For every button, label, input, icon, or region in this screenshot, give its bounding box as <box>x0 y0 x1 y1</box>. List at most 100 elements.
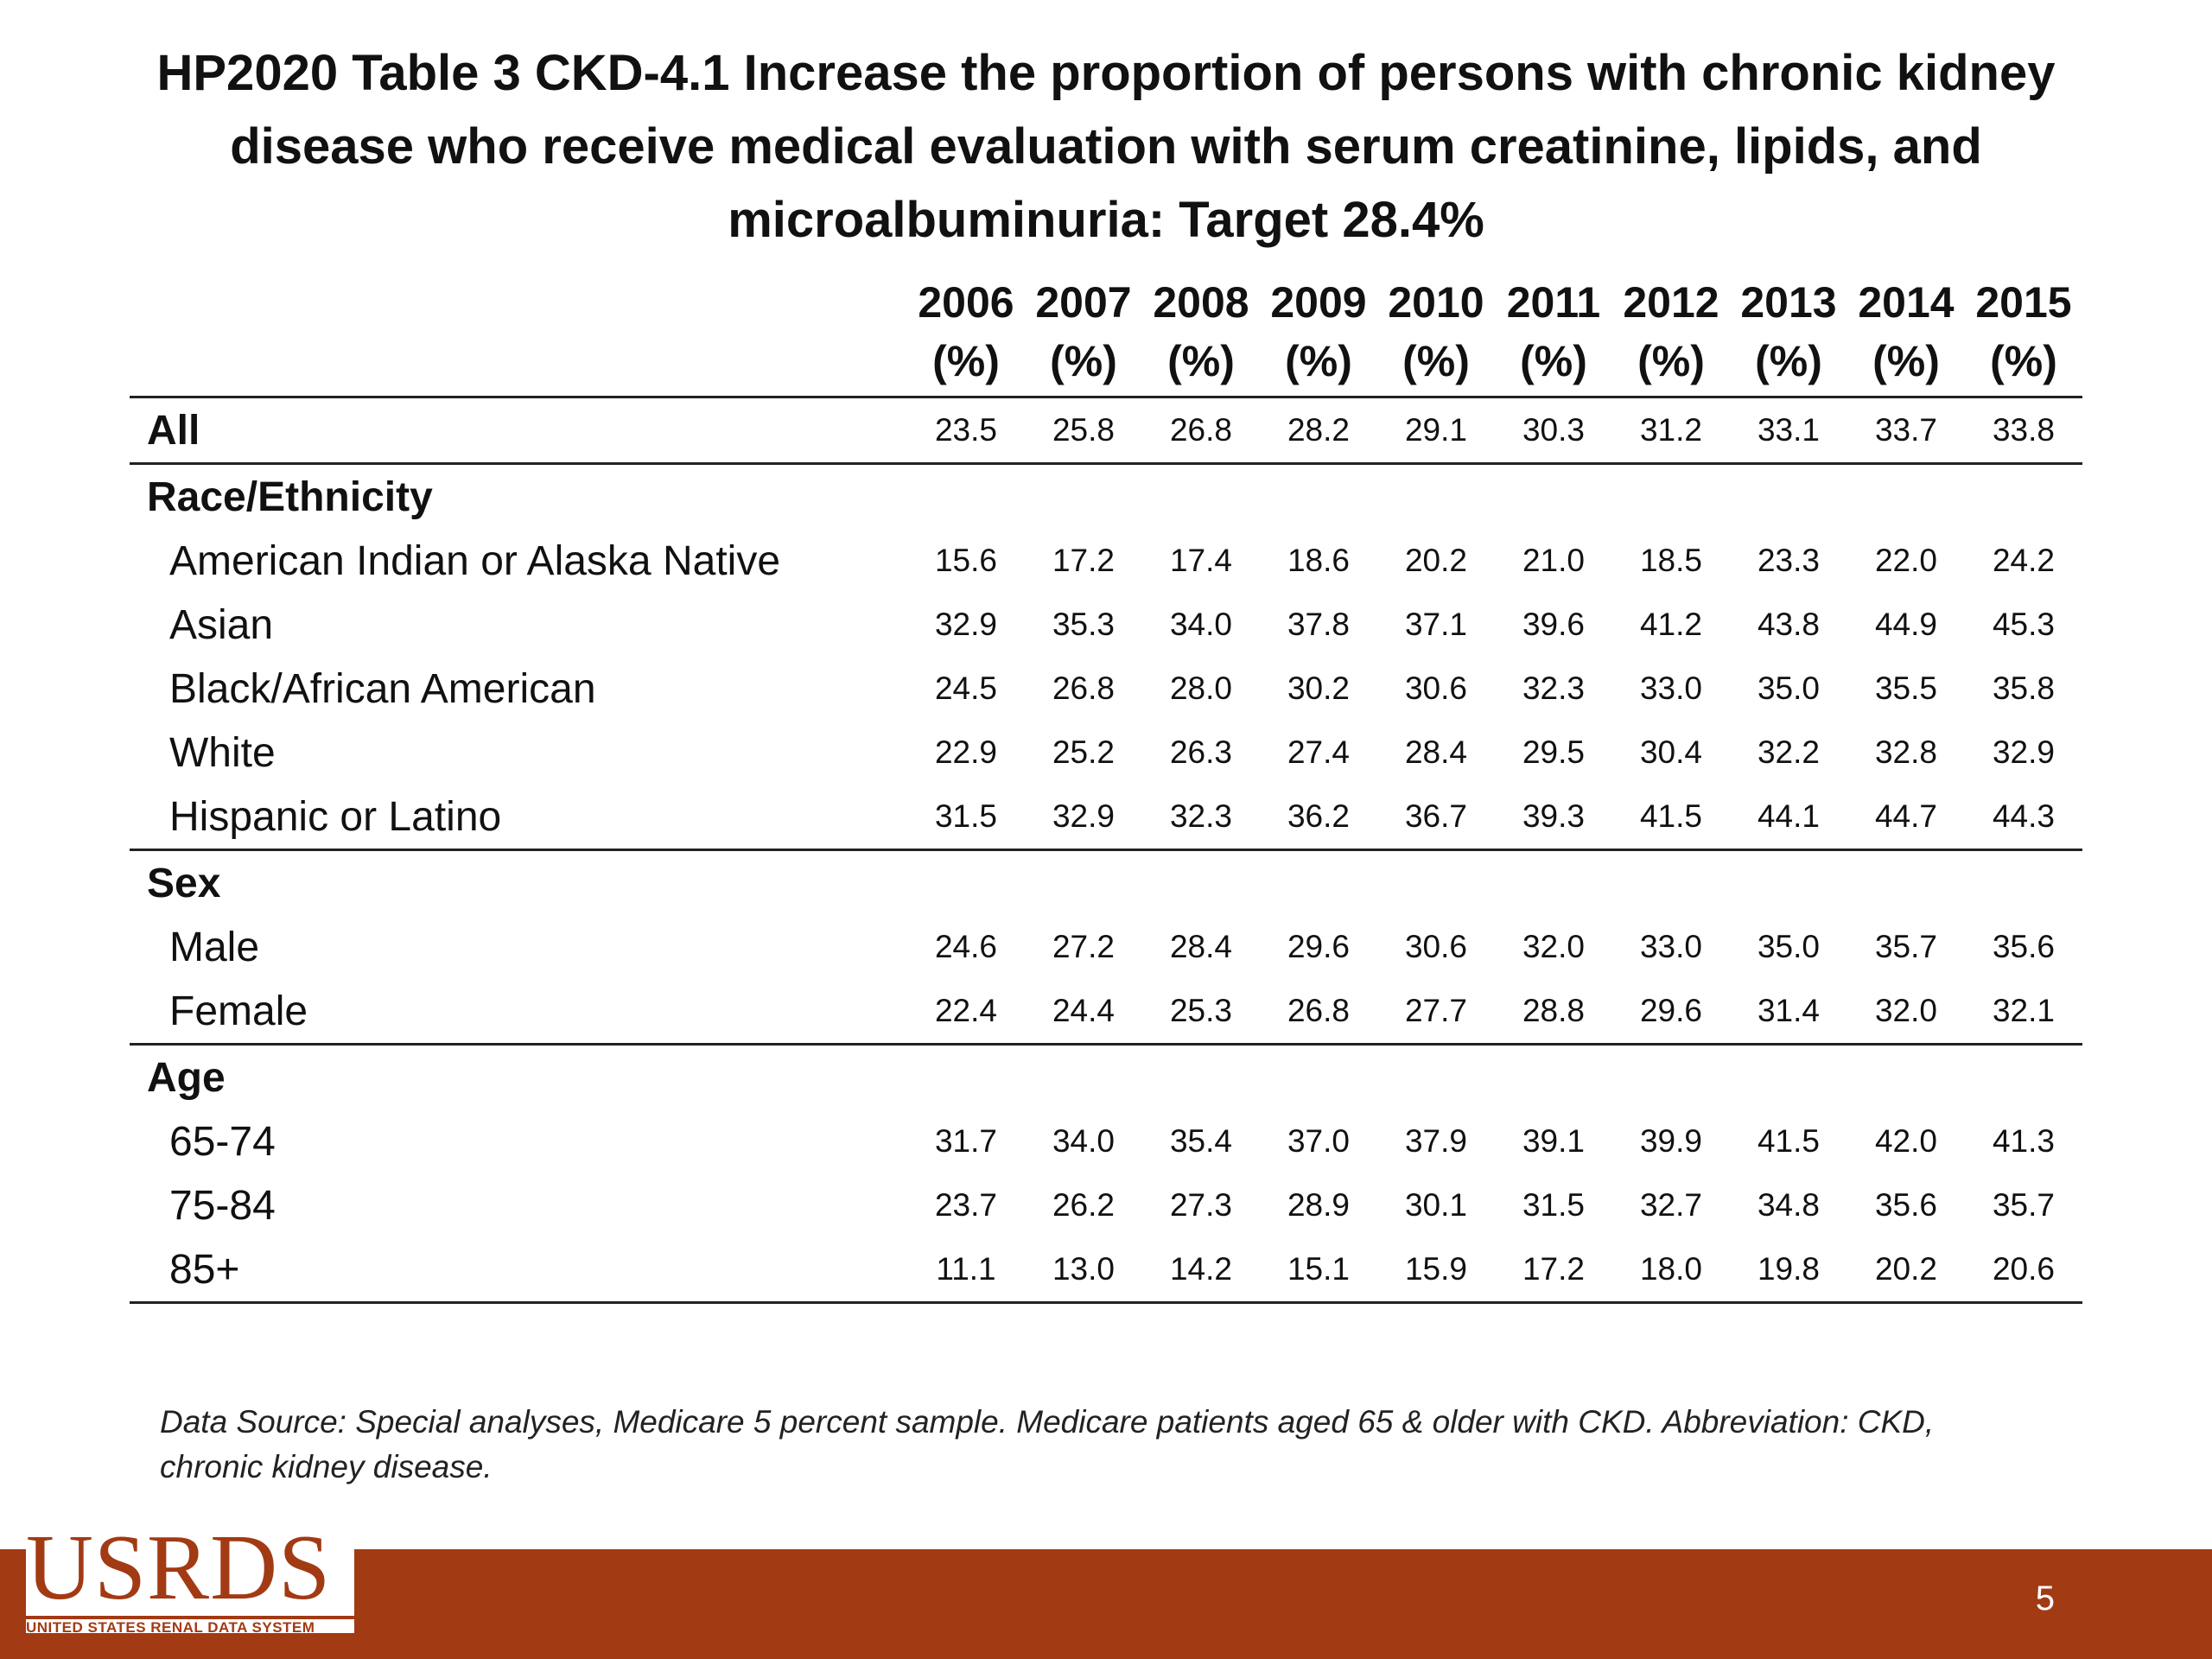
table-cell: 25.8 <box>1025 397 1142 465</box>
table-cell: 32.0 <box>1522 929 1585 964</box>
section-label: Age <box>147 1054 226 1101</box>
table-cell: 39.6 <box>1522 607 1585 642</box>
table-cell: 23.5 <box>907 397 1025 465</box>
table-cell: 33.0 <box>1639 671 1702 706</box>
table-cell: 20.2 <box>1847 1237 1965 1304</box>
table-cell: 33.1 <box>1730 397 1847 465</box>
header-year-2006: 2006 (%) <box>907 276 1025 398</box>
table-cell: 18.5 <box>1639 543 1702 578</box>
header-year-2009: 2009 (%) <box>1260 276 1377 398</box>
table-cell: 41.5 <box>1612 785 1730 851</box>
table-cell: 32.0 <box>1847 979 1965 1046</box>
table-cell: 31.5 <box>1522 1187 1585 1223</box>
section-label: Sex <box>147 860 221 906</box>
table-cell: 37.1 <box>1404 607 1467 642</box>
table-cell: 14.2 <box>1142 1237 1260 1304</box>
table-cell: 36.7 <box>1377 785 1495 851</box>
header-year-2010: 2010 (%) <box>1377 276 1495 398</box>
table-cell: 29.1 <box>1377 397 1495 465</box>
table-cell: 34.0 <box>1052 1123 1115 1159</box>
table-cell: 28.4 <box>1404 734 1467 770</box>
table-cell: 22.9 <box>934 734 997 770</box>
page-number: 5 <box>2035 1580 2055 1618</box>
table-cell: 35.0 <box>1757 929 1820 964</box>
table-cell: 34.8 <box>1757 1187 1820 1223</box>
table-cell: 32.9 <box>934 607 997 642</box>
table-cell: 24.4 <box>1025 979 1142 1046</box>
table-cell: 24.2 <box>1992 543 2055 578</box>
table-cell: 17.2 <box>1495 1237 1612 1304</box>
table-cell: 23.3 <box>1757 543 1820 578</box>
table-cell: 44.3 <box>1965 785 2082 851</box>
table-cell: 32.2 <box>1757 734 1820 770</box>
header-year-2015: 2015 (%) <box>1965 276 2082 398</box>
table-cell: 31.5 <box>907 785 1025 851</box>
table-cell: 25.3 <box>1142 979 1260 1046</box>
table-cell: 35.6 <box>1874 1187 1937 1223</box>
table-header-row: 2006 (%) 2007 (%) 2008 (%) 2009 (%) 2010 (%) … <box>130 276 2082 398</box>
row-label: White <box>169 729 276 776</box>
table-cell: 37.0 <box>1287 1123 1350 1159</box>
table-cell: 20.6 <box>1965 1237 2082 1304</box>
table-cell: 33.7 <box>1847 397 1965 465</box>
row-label: Male <box>169 924 260 970</box>
table-cell: 27.7 <box>1377 979 1495 1046</box>
footnote-line-2: chronic kidney disease. <box>160 1449 493 1484</box>
table-row: American Indian or Alaska Native 15.6 17… <box>130 529 2082 593</box>
table-cell: 33.8 <box>1965 397 2082 465</box>
table-cell: 24.5 <box>934 671 997 706</box>
table-cell: 22.0 <box>1874 543 1937 578</box>
table-cell: 18.6 <box>1287 543 1350 578</box>
table-cell: 35.7 <box>1992 1187 2055 1223</box>
logo-wordmark: USRDS <box>26 1516 332 1619</box>
table-cell: 45.3 <box>1992 607 2055 642</box>
table-cell: 27.4 <box>1287 734 1350 770</box>
table-cell: 44.1 <box>1730 785 1847 851</box>
row-label: All <box>130 397 907 465</box>
table-cell: 30.1 <box>1404 1187 1467 1223</box>
usrds-logo: USRDS UNITED STATES RENAL DATA SYSTEM <box>26 1516 354 1636</box>
row-label: Black/African American <box>169 665 596 712</box>
header-year-2013: 2013 (%) <box>1730 276 1847 398</box>
title-line-3: microalbuminuria: Target 28.4% <box>728 192 1484 248</box>
table-cell: 36.2 <box>1260 785 1377 851</box>
table-cell: 33.0 <box>1639 929 1702 964</box>
table-cell: 35.0 <box>1757 671 1820 706</box>
table-row: Black/African American 24.5 26.8 28.0 30… <box>130 657 2082 721</box>
table-cell: 41.3 <box>1992 1123 2055 1159</box>
table-cell: 30.2 <box>1287 671 1350 706</box>
table-cell: 29.6 <box>1287 929 1350 964</box>
table-cell: 21.0 <box>1522 543 1585 578</box>
table-cell: 37.9 <box>1404 1123 1467 1159</box>
table-row: 85+ 11.1 13.0 14.2 15.1 15.9 17.2 18.0 1… <box>130 1237 2082 1304</box>
table-cell: 17.4 <box>1169 543 1232 578</box>
header-year-2012: 2012 (%) <box>1612 276 1730 398</box>
table-cell: 22.4 <box>907 979 1025 1046</box>
table-row: White 22.9 25.2 26.3 27.4 28.4 29.5 30.4… <box>130 721 2082 785</box>
row-label: American Indian or Alaska Native <box>169 537 781 584</box>
table-cell: 35.5 <box>1874 671 1937 706</box>
row-label: Asian <box>169 601 274 648</box>
header-year-2011: 2011 (%) <box>1495 276 1612 398</box>
row-label: Female <box>130 979 907 1046</box>
table-cell: 32.9 <box>1025 785 1142 851</box>
table-row: 75-84 23.7 26.2 27.3 28.9 30.1 31.5 32.7… <box>130 1173 2082 1237</box>
table-cell: 32.3 <box>1522 671 1585 706</box>
table-cell: 28.2 <box>1260 397 1377 465</box>
table-cell: 35.4 <box>1169 1123 1232 1159</box>
table-cell: 35.3 <box>1052 607 1115 642</box>
data-table-container: 2006 (%) 2007 (%) 2008 (%) 2009 (%) 2010 (%) … <box>130 276 2082 1304</box>
table-cell: 31.2 <box>1612 397 1730 465</box>
table-cell: 15.1 <box>1260 1237 1377 1304</box>
table-cell: 30.6 <box>1404 929 1467 964</box>
table-cell: 28.9 <box>1287 1187 1350 1223</box>
table-cell: 25.2 <box>1052 734 1115 770</box>
table-row: Male 24.6 27.2 28.4 29.6 30.6 32.0 33.0 … <box>130 915 2082 979</box>
table-cell: 11.1 <box>907 1237 1025 1304</box>
table-cell: 24.6 <box>934 929 997 964</box>
table-cell: 26.2 <box>1052 1187 1115 1223</box>
row-label: 85+ <box>130 1237 907 1304</box>
table-cell: 34.0 <box>1169 607 1232 642</box>
title-line-1: HP2020 Table 3 CKD-4.1 Increase the prop… <box>156 45 2056 101</box>
table-cell: 37.8 <box>1287 607 1350 642</box>
